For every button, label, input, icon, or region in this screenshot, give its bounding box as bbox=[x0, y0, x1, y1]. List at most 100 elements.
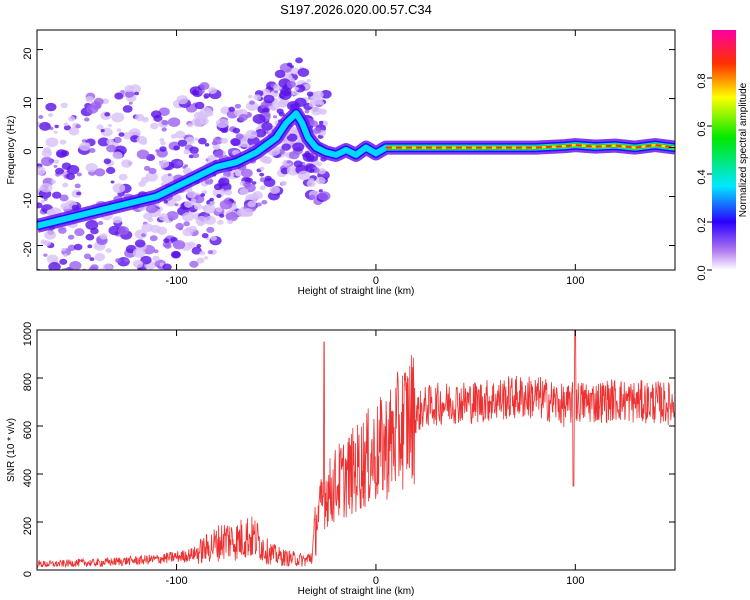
noise-blob bbox=[103, 158, 112, 165]
noise-blob bbox=[61, 247, 67, 252]
bottom-y-axis-label: SNR (10 * v/v) bbox=[6, 418, 17, 482]
noise-blob bbox=[56, 301, 67, 310]
noise-blob bbox=[234, 103, 242, 109]
noise-blob bbox=[61, 162, 72, 170]
noise-blob bbox=[142, 282, 151, 289]
top-x-tick-label: 100 bbox=[566, 275, 584, 287]
noise-blob bbox=[83, 253, 92, 260]
noise-blob bbox=[140, 255, 152, 265]
noise-blob bbox=[45, 137, 59, 148]
noise-blob bbox=[48, 113, 54, 117]
noise-blob bbox=[79, 303, 86, 308]
top-y-tick-label: 20 bbox=[22, 47, 34, 59]
noise-blob bbox=[85, 142, 90, 147]
bottom-y-tick-label: 400 bbox=[22, 469, 34, 487]
noise-blob bbox=[39, 298, 45, 303]
top-x-tick-label: -100 bbox=[166, 275, 188, 287]
noise-blob bbox=[259, 172, 265, 177]
noise-blob bbox=[272, 115, 278, 119]
noise-blob bbox=[201, 205, 208, 211]
noise-blob bbox=[215, 118, 229, 129]
noise-blob bbox=[220, 126, 229, 134]
noise-blob bbox=[181, 212, 195, 222]
noise-blob bbox=[228, 106, 236, 112]
noise-blob bbox=[184, 200, 193, 208]
noise-blob bbox=[160, 141, 166, 146]
noise-blob bbox=[92, 310, 100, 316]
noise-blob bbox=[59, 194, 69, 202]
noise-blob bbox=[39, 325, 44, 329]
noise-blob bbox=[259, 155, 269, 163]
noise-blob bbox=[69, 260, 82, 270]
noise-blob bbox=[304, 109, 310, 114]
noise-blob bbox=[224, 189, 233, 196]
noise-blob bbox=[76, 172, 82, 177]
noise-blob bbox=[162, 263, 172, 270]
noise-blob bbox=[215, 136, 220, 140]
noise-blob bbox=[309, 168, 315, 173]
noise-blob bbox=[38, 115, 44, 119]
noise-blob bbox=[191, 246, 202, 255]
noise-blob bbox=[252, 113, 266, 124]
noise-blob bbox=[56, 318, 61, 322]
noise-blob bbox=[320, 89, 332, 99]
noise-blob bbox=[59, 139, 67, 145]
noise-blob bbox=[263, 112, 271, 118]
noise-blob bbox=[123, 258, 129, 263]
noise-blob bbox=[209, 200, 216, 205]
noise-blob bbox=[198, 137, 207, 145]
colorbar-tick-label: 0.0 bbox=[696, 265, 708, 280]
noise-blob bbox=[97, 220, 104, 226]
noise-blob bbox=[53, 336, 59, 341]
noise-blob bbox=[85, 305, 90, 309]
noise-blob bbox=[66, 173, 76, 180]
noise-blob bbox=[75, 282, 85, 290]
noise-blob bbox=[238, 114, 248, 122]
noise-blob bbox=[208, 87, 218, 94]
noise-blob bbox=[90, 264, 99, 270]
noise-blob bbox=[110, 289, 117, 294]
noise-blob bbox=[173, 145, 180, 151]
noise-blob bbox=[59, 305, 71, 314]
noise-blob bbox=[261, 199, 268, 205]
noise-blob bbox=[59, 258, 68, 265]
noise-blob bbox=[261, 122, 273, 131]
noise-blob bbox=[106, 138, 115, 145]
noise-blob bbox=[219, 213, 225, 218]
noise-blob bbox=[254, 128, 267, 138]
noise-blob bbox=[204, 143, 210, 147]
noise-blob bbox=[122, 303, 126, 306]
noise-blob bbox=[55, 149, 68, 158]
noise-blob bbox=[201, 233, 209, 239]
noise-blob bbox=[141, 233, 146, 237]
noise-blob bbox=[111, 112, 125, 123]
noise-blob bbox=[139, 286, 144, 290]
noise-blob bbox=[136, 149, 150, 160]
colorbar-tick-label: 0.2 bbox=[696, 217, 708, 232]
noise-blob bbox=[40, 156, 54, 167]
noise-blob bbox=[68, 127, 80, 136]
noise-blob bbox=[68, 116, 76, 122]
noise-blob bbox=[141, 271, 149, 277]
bottom-y-tick-label: 600 bbox=[22, 421, 34, 439]
noise-blob bbox=[256, 202, 262, 207]
noise-blob bbox=[184, 136, 195, 145]
bottom-x-tick-label: 0 bbox=[373, 575, 379, 587]
noise-blob bbox=[76, 191, 82, 196]
snr-line bbox=[37, 330, 675, 569]
noise-blob bbox=[197, 220, 205, 227]
noise-blob bbox=[297, 67, 310, 77]
noise-blob bbox=[70, 295, 75, 299]
noise-blob bbox=[297, 170, 311, 181]
colorbar-gradient bbox=[712, 30, 736, 270]
noise-blob bbox=[161, 119, 169, 126]
noise-blob bbox=[189, 146, 199, 154]
noise-blob bbox=[227, 219, 234, 225]
noise-blob bbox=[74, 228, 85, 237]
noise-blob bbox=[114, 297, 119, 301]
noise-blob bbox=[166, 210, 179, 221]
noise-blob bbox=[63, 122, 69, 127]
noise-blob bbox=[60, 102, 68, 109]
